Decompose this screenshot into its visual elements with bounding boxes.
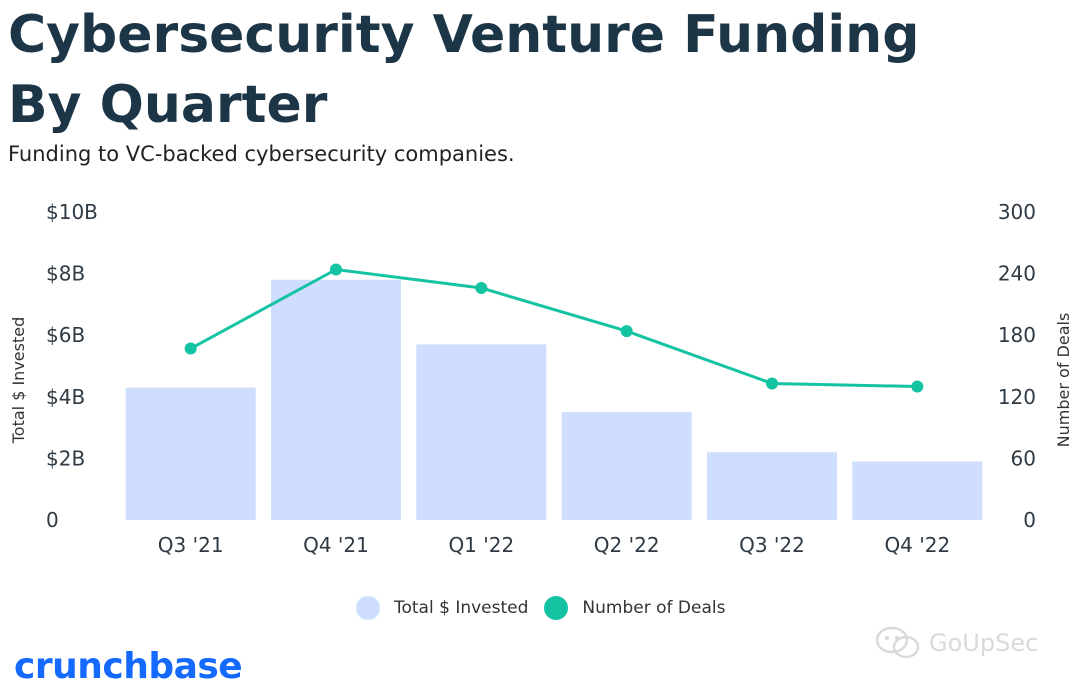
- wechat-icon: [875, 626, 920, 659]
- y-right-tick-label: 60: [1011, 446, 1036, 470]
- deals-point: [475, 281, 488, 294]
- legend-swatch-invested: [356, 596, 380, 620]
- crunchbase-logo: crunchbase: [14, 646, 243, 687]
- y-left-tick-label: $6B: [46, 323, 85, 347]
- legend-item-invested: Total $ Invested: [356, 596, 528, 620]
- x-tick-label: Q4 '22: [884, 533, 950, 557]
- chart-svg: 0 $2B $4B $6B $8B $10B 0 60 120 180 240 300 Total $ …: [9, 200, 1073, 557]
- deals-point: [620, 325, 633, 338]
- y-left-tick-label: $8B: [46, 262, 85, 286]
- bar: [852, 461, 983, 520]
- bar: [561, 412, 692, 520]
- y-right-tick-label: 180: [998, 323, 1036, 347]
- deals-point: [766, 377, 778, 390]
- deals-point: [330, 263, 342, 276]
- chart-title: Cybersecurity Venture Funding By Quarter: [8, 5, 920, 135]
- legend-label-deals: Number of Deals: [582, 598, 726, 618]
- bar: [271, 279, 401, 520]
- legend-swatch-deals: [544, 596, 569, 620]
- watermark: GoUpSec: [875, 626, 1038, 660]
- legend-item-deals: Number of Deals: [544, 596, 725, 620]
- y-right-axis-title: Number of Deals: [1054, 313, 1073, 448]
- watermark-text: GoUpSec: [929, 629, 1039, 657]
- chart-subtitle: Funding to VC-backed cybersecurity compa…: [8, 142, 515, 166]
- deals-point: [911, 380, 924, 393]
- bar: [125, 387, 256, 520]
- y-right-tick-label: 240: [998, 262, 1036, 286]
- deals-point: [184, 342, 197, 355]
- x-tick-label: Q4 '21: [303, 533, 369, 557]
- legend: Total $ Invested Number of Deals: [356, 596, 741, 620]
- y-left-tick-label: 0: [46, 508, 59, 532]
- y-right-tick-label: 120: [998, 385, 1036, 409]
- bar: [707, 452, 837, 520]
- y-left-tick-label: $2B: [46, 446, 85, 470]
- legend-label-invested: Total $ Invested: [394, 598, 529, 618]
- deals-line: [189, 267, 918, 389]
- bar: [416, 344, 547, 520]
- x-tick-label: Q2 '22: [594, 533, 660, 557]
- y-left-tick-label: $4B: [46, 385, 85, 409]
- y-left-axis-title: Total $ Invested: [9, 317, 28, 445]
- y-left-tick-label: $10B: [46, 200, 98, 224]
- y-right-tick-label: 300: [998, 200, 1036, 224]
- x-tick-label: Q3 '22: [739, 533, 805, 557]
- x-tick-label: Q3 '21: [158, 533, 224, 557]
- y-right-tick-label: 0: [1023, 508, 1036, 532]
- x-tick-label: Q1 '22: [448, 533, 514, 557]
